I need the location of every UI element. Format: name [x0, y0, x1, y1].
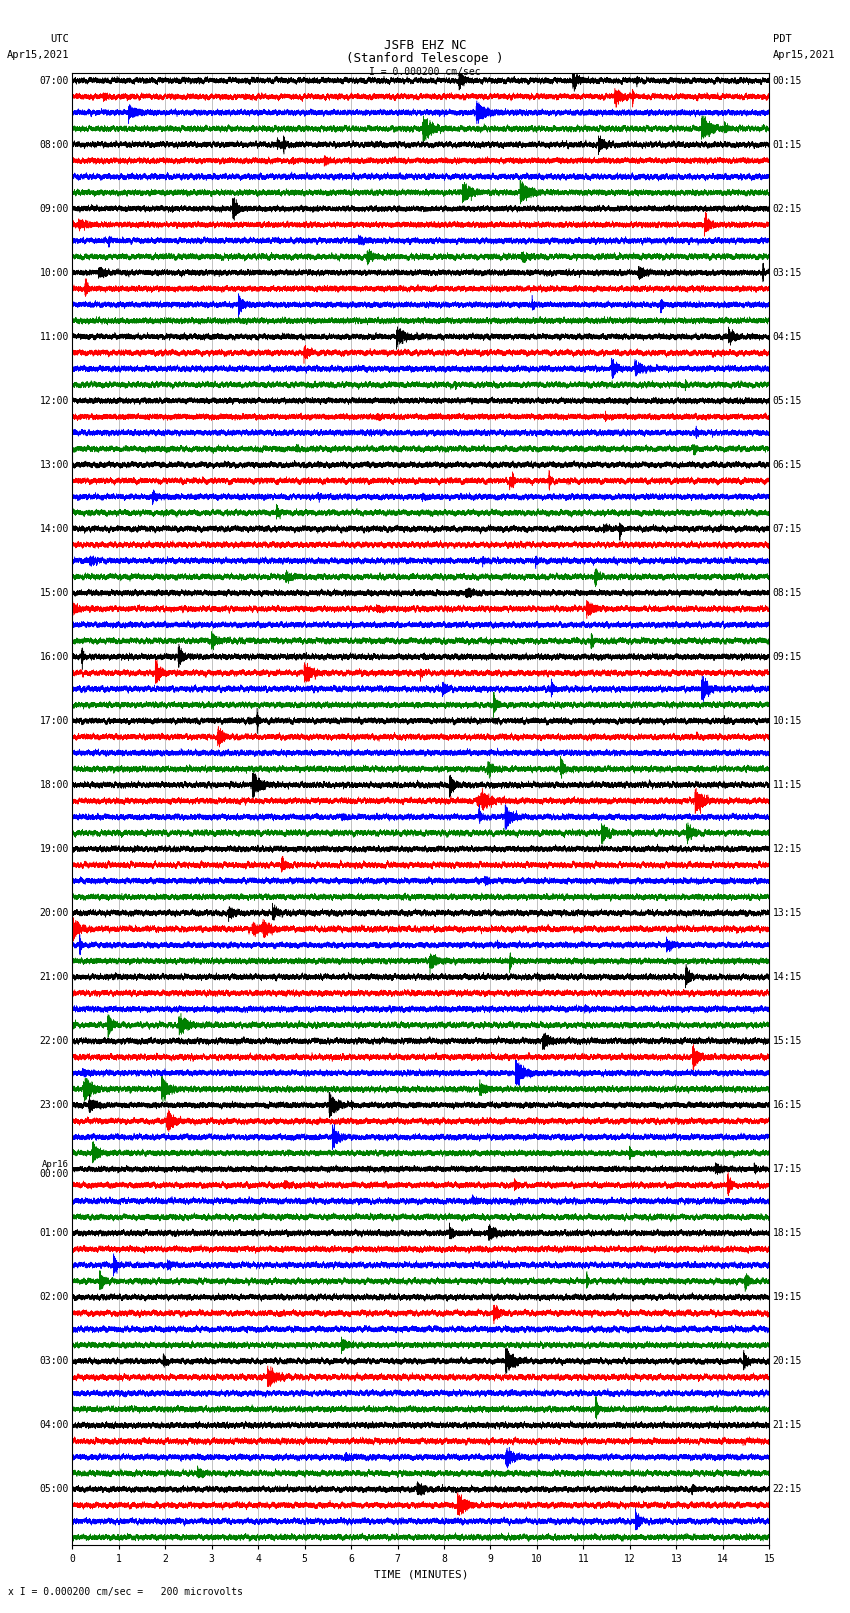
Text: JSFB EHZ NC: JSFB EHZ NC [383, 39, 467, 52]
Text: 05:00: 05:00 [39, 1484, 69, 1494]
Text: Apr15,2021: Apr15,2021 [773, 50, 836, 60]
Text: (Stanford Telescope ): (Stanford Telescope ) [346, 52, 504, 65]
Text: 03:00: 03:00 [39, 1357, 69, 1366]
Text: 16:00: 16:00 [39, 652, 69, 661]
Text: 14:15: 14:15 [773, 973, 802, 982]
Text: 21:15: 21:15 [773, 1419, 802, 1431]
Text: 00:00: 00:00 [39, 1169, 69, 1179]
Text: 02:00: 02:00 [39, 1292, 69, 1302]
Text: 10:15: 10:15 [773, 716, 802, 726]
Text: 01:15: 01:15 [773, 140, 802, 150]
Text: Apr16: Apr16 [42, 1160, 69, 1169]
Text: I = 0.000200 cm/sec: I = 0.000200 cm/sec [369, 68, 481, 77]
Text: UTC: UTC [50, 34, 69, 44]
Text: 18:15: 18:15 [773, 1227, 802, 1239]
Text: 13:00: 13:00 [39, 460, 69, 469]
Text: 15:15: 15:15 [773, 1036, 802, 1045]
X-axis label: TIME (MINUTES): TIME (MINUTES) [373, 1569, 468, 1579]
Text: 09:00: 09:00 [39, 203, 69, 213]
Text: 07:15: 07:15 [773, 524, 802, 534]
Text: 20:15: 20:15 [773, 1357, 802, 1366]
Text: 05:15: 05:15 [773, 395, 802, 406]
Text: 00:15: 00:15 [773, 76, 802, 85]
Text: PDT: PDT [773, 34, 791, 44]
Text: 21:00: 21:00 [39, 973, 69, 982]
Text: Apr15,2021: Apr15,2021 [6, 50, 69, 60]
Text: 19:15: 19:15 [773, 1292, 802, 1302]
Text: 04:00: 04:00 [39, 1419, 69, 1431]
Text: 07:00: 07:00 [39, 76, 69, 85]
Text: 04:15: 04:15 [773, 332, 802, 342]
Text: 13:15: 13:15 [773, 908, 802, 918]
Text: 18:00: 18:00 [39, 781, 69, 790]
Text: 08:00: 08:00 [39, 140, 69, 150]
Text: x I = 0.000200 cm/sec =   200 microvolts: x I = 0.000200 cm/sec = 200 microvolts [8, 1587, 243, 1597]
Text: 20:00: 20:00 [39, 908, 69, 918]
Text: 22:00: 22:00 [39, 1036, 69, 1045]
Text: 09:15: 09:15 [773, 652, 802, 661]
Text: 23:00: 23:00 [39, 1100, 69, 1110]
Text: 08:15: 08:15 [773, 587, 802, 598]
Text: 19:00: 19:00 [39, 844, 69, 853]
Text: 10:00: 10:00 [39, 268, 69, 277]
Text: 03:15: 03:15 [773, 268, 802, 277]
Text: 01:00: 01:00 [39, 1227, 69, 1239]
Text: 22:15: 22:15 [773, 1484, 802, 1494]
Text: 12:00: 12:00 [39, 395, 69, 406]
Text: 16:15: 16:15 [773, 1100, 802, 1110]
Text: 06:15: 06:15 [773, 460, 802, 469]
Text: 12:15: 12:15 [773, 844, 802, 853]
Text: 14:00: 14:00 [39, 524, 69, 534]
Text: 02:15: 02:15 [773, 203, 802, 213]
Text: 11:00: 11:00 [39, 332, 69, 342]
Text: 11:15: 11:15 [773, 781, 802, 790]
Text: 17:15: 17:15 [773, 1165, 802, 1174]
Text: 15:00: 15:00 [39, 587, 69, 598]
Text: 17:00: 17:00 [39, 716, 69, 726]
